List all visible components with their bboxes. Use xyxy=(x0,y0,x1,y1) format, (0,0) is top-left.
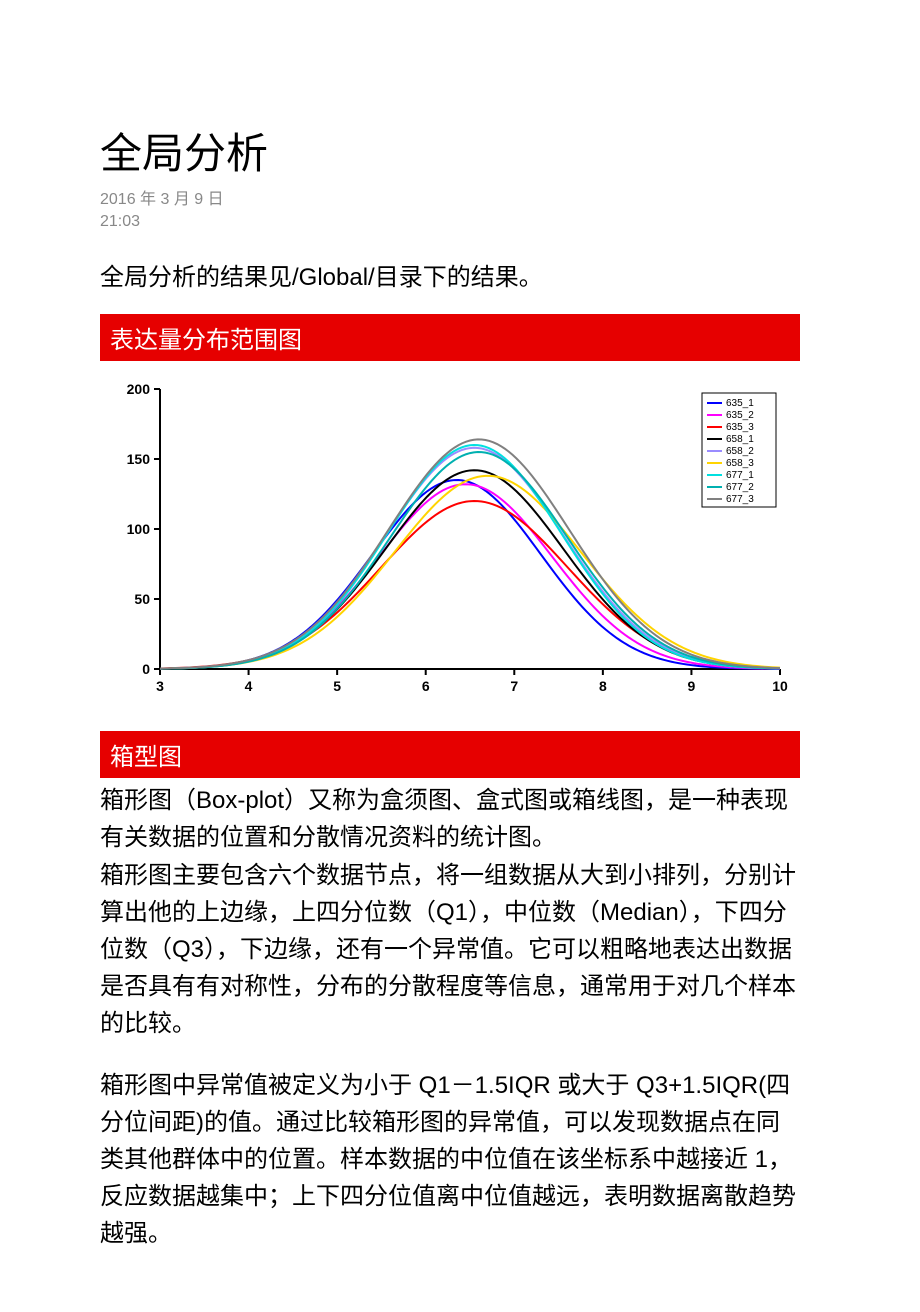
page-meta: 2016 年 3 月 9 日 21:03 xyxy=(100,189,840,232)
svg-text:658_1: 658_1 xyxy=(726,434,754,445)
svg-text:6: 6 xyxy=(422,678,430,694)
svg-text:100: 100 xyxy=(127,521,151,537)
distribution-chart: 050100150200345678910635_1635_2635_3658_… xyxy=(100,379,800,709)
page-time: 21:03 xyxy=(100,211,840,233)
boxplot-para-1: 箱形图（Box-plot）又称为盒须图、盒式图或箱线图，是一种表现有关数据的位置… xyxy=(100,782,800,856)
boxplot-description: 箱形图（Box-plot）又称为盒须图、盒式图或箱线图，是一种表现有关数据的位置… xyxy=(100,782,800,1252)
svg-text:677_1: 677_1 xyxy=(726,470,754,481)
boxplot-para-2: 箱形图主要包含六个数据节点，将一组数据从大到小排列，分别计算出他的上边缘，上四分… xyxy=(100,857,800,1043)
svg-text:658_2: 658_2 xyxy=(726,446,754,457)
svg-text:3: 3 xyxy=(156,678,164,694)
svg-text:8: 8 xyxy=(599,678,607,694)
boxplot-para-3: 箱形图中异常值被定义为小于 Q1－1.5IQR 或大于 Q3+1.5IQR(四分… xyxy=(100,1067,800,1253)
intro-text: 全局分析的结果见/Global/目录下的结果。 xyxy=(100,260,840,296)
svg-text:635_2: 635_2 xyxy=(726,410,754,421)
svg-text:9: 9 xyxy=(688,678,696,694)
page-date: 2016 年 3 月 9 日 xyxy=(100,189,840,211)
svg-text:200: 200 xyxy=(127,381,151,397)
svg-text:635_3: 635_3 xyxy=(726,422,754,433)
section-header-boxplot: 箱型图 xyxy=(100,731,800,778)
svg-text:50: 50 xyxy=(134,591,150,607)
svg-text:635_1: 635_1 xyxy=(726,398,754,409)
svg-text:150: 150 xyxy=(127,451,151,467)
svg-text:0: 0 xyxy=(142,661,150,677)
svg-text:677_2: 677_2 xyxy=(726,482,754,493)
section-header-distribution: 表达量分布范围图 xyxy=(100,314,800,361)
svg-text:658_3: 658_3 xyxy=(726,458,754,469)
svg-text:7: 7 xyxy=(510,678,518,694)
svg-text:677_3: 677_3 xyxy=(726,494,754,505)
distribution-chart-svg: 050100150200345678910635_1635_2635_3658_… xyxy=(100,379,800,709)
svg-text:5: 5 xyxy=(333,678,341,694)
svg-text:4: 4 xyxy=(245,678,253,694)
svg-text:10: 10 xyxy=(772,678,788,694)
page-title: 全局分析 xyxy=(100,120,840,181)
